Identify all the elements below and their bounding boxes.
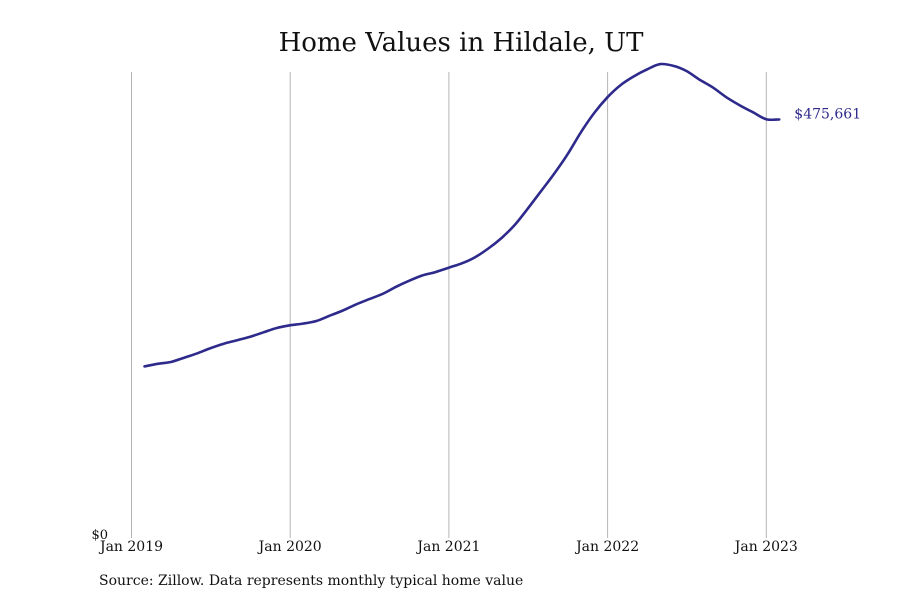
x-axis-ticks: Jan 2019 Jan 2020 Jan 2021 Jan 2022 Jan 2023 (98, 539, 798, 555)
grid-lines (131, 72, 767, 538)
end-value-label: $475,661 (794, 106, 861, 122)
series-line-home-value (143, 62, 781, 368)
chart-title: Home Values in Hildale, UT (278, 28, 644, 58)
x-tick-label: Jan 2020 (257, 539, 322, 555)
x-tick-label: Jan 2022 (574, 539, 639, 555)
source-note: Source: Zillow. Data represents monthly … (99, 573, 524, 589)
series-layer (143, 62, 781, 368)
x-tick-label: Jan 2021 (415, 539, 480, 555)
y-axis-ticks: $0 (91, 528, 108, 543)
x-tick-label: Jan 2019 (98, 539, 163, 555)
y-tick-label: $0 (91, 528, 108, 543)
x-tick-label: Jan 2023 (733, 539, 798, 555)
end-label-layer: $475,661 (794, 106, 861, 122)
